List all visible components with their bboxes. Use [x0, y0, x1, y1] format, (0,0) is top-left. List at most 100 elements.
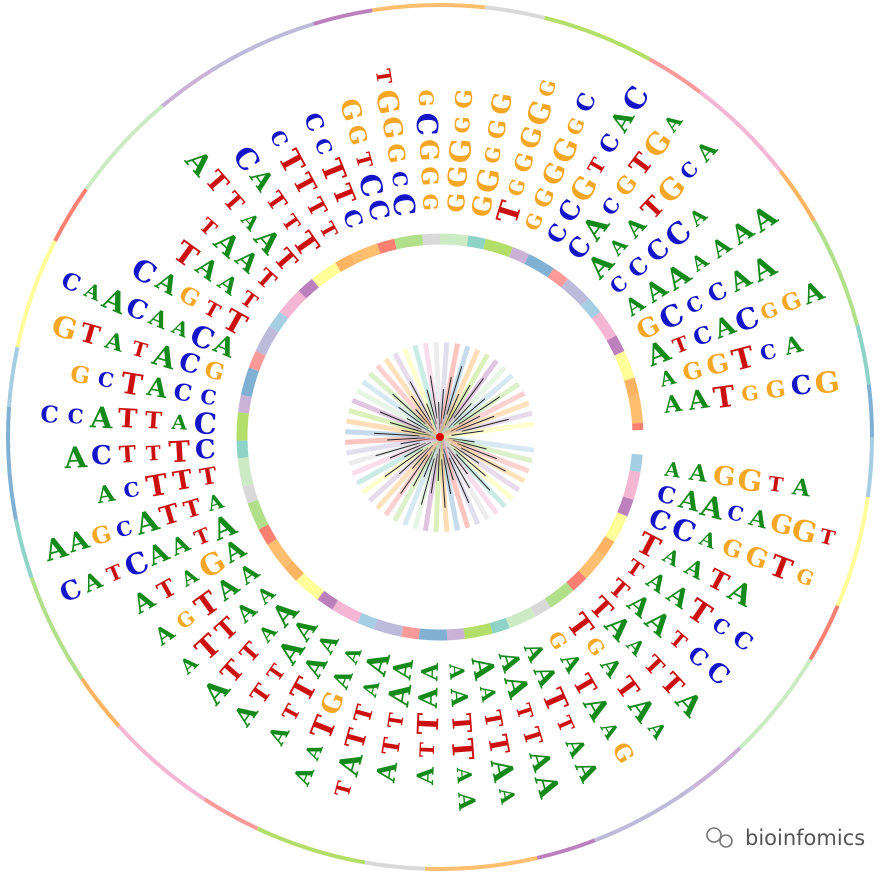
logo-letter: G [711, 461, 737, 494]
logo-letter: G [503, 176, 531, 199]
logo-letter: A [497, 670, 537, 703]
logo-letter: G [443, 137, 479, 164]
logo-letter: C [265, 126, 294, 151]
logo-letter: T [665, 626, 692, 654]
logo-letter: A [416, 661, 444, 682]
branch [448, 384, 471, 422]
outer-ring-segment [544, 15, 651, 61]
logo-letter: T [260, 187, 292, 216]
watermark: bioinfomics [706, 826, 865, 850]
logo-letter: A [656, 365, 678, 392]
inner-ring-segment [604, 512, 628, 542]
logo-letter: C [682, 290, 707, 319]
logo-letter: A [483, 755, 521, 785]
inner-ring-segment [298, 278, 319, 299]
logo-letter: T [198, 462, 219, 492]
inner-ring-segment [628, 394, 644, 424]
logo-letter: T [117, 404, 139, 435]
inner-ring-segment [236, 440, 249, 459]
branch [448, 403, 472, 429]
logo-letter: A [412, 765, 440, 786]
branch [443, 448, 454, 481]
branch [420, 458, 435, 505]
branch [455, 453, 491, 491]
rings [6, 3, 874, 871]
branch [438, 402, 441, 430]
logo-letter: A [371, 759, 404, 785]
branch [430, 453, 438, 494]
logo-letter: G [450, 88, 478, 110]
logo-letter: G [466, 192, 500, 219]
inner-ring-segment [489, 617, 510, 634]
outer-ring-segment [648, 57, 702, 94]
branch [403, 441, 432, 458]
logo-letter: G [172, 605, 200, 634]
inner-ring-segment [236, 412, 249, 441]
inner-ring-segment [284, 560, 304, 581]
branch [411, 395, 433, 426]
inner-ring-segment [591, 311, 617, 341]
logo-letter: A [662, 457, 682, 483]
logo-letter: C [725, 500, 746, 527]
logo-letter: A [149, 618, 181, 652]
outer-ring-segment [484, 5, 545, 20]
branch [379, 411, 422, 430]
logo-letter: C [90, 441, 112, 472]
logo-letter: A [144, 372, 171, 405]
branch [451, 430, 484, 436]
logo-letter: T [235, 637, 267, 668]
outer-ring-segment [866, 384, 874, 438]
logo-letter: G [764, 375, 787, 404]
inner-ring-segment [255, 326, 279, 356]
logo-letter: A [170, 410, 188, 435]
logo-letter: C [410, 112, 445, 136]
logo-letter: T [349, 702, 380, 726]
logo-letter: C [40, 401, 60, 429]
logo-letter: A [452, 766, 477, 785]
inner-ring-segment [267, 538, 293, 568]
logo-letter: A [414, 686, 445, 709]
logo-letter: T [129, 336, 150, 363]
inner-ring-segment [524, 254, 554, 278]
logo-letter: C [96, 366, 116, 392]
logo-letter: G [450, 115, 475, 134]
outer-ring-segment [84, 104, 164, 191]
logo-letter: C [309, 135, 337, 159]
branch [406, 418, 433, 433]
inner-ring-segment [530, 598, 551, 617]
logo-letter: A [685, 384, 711, 417]
inner-ring-segment [240, 367, 260, 398]
logo-letter: C [351, 170, 390, 201]
logo-letter: A [94, 479, 118, 509]
logo-letter: C [122, 477, 142, 503]
logo-letter: C [171, 378, 194, 408]
logo-letter: C [789, 370, 814, 403]
logo-letter: C [570, 89, 602, 117]
branch [442, 376, 452, 420]
logo-letter: T [377, 736, 406, 757]
inner-ring-segment [544, 582, 574, 608]
outer-ring-segment [536, 838, 596, 860]
logo-letter: C [113, 515, 135, 542]
logo-letter: T [728, 339, 758, 377]
logo-letter: A [790, 473, 814, 503]
logo-letter: T [262, 660, 290, 686]
branch [440, 389, 444, 424]
branch [409, 381, 432, 421]
inner-ring-segment [578, 550, 605, 579]
inner-ring-segment [617, 496, 634, 517]
branch [384, 448, 424, 478]
inner-ring-segment [580, 298, 601, 319]
branch [453, 448, 486, 477]
logo-letter: T [76, 318, 104, 352]
logo-letter: T [195, 213, 222, 241]
logo-letter: A [299, 740, 328, 765]
logo-letter: T [517, 724, 548, 748]
logo-letter: T [478, 708, 508, 730]
logo-letter: A [174, 650, 203, 679]
inner-ring-segment [317, 590, 339, 610]
logo-letter: G [414, 89, 439, 107]
logo-letter: T [144, 407, 163, 435]
tree [345, 341, 535, 533]
